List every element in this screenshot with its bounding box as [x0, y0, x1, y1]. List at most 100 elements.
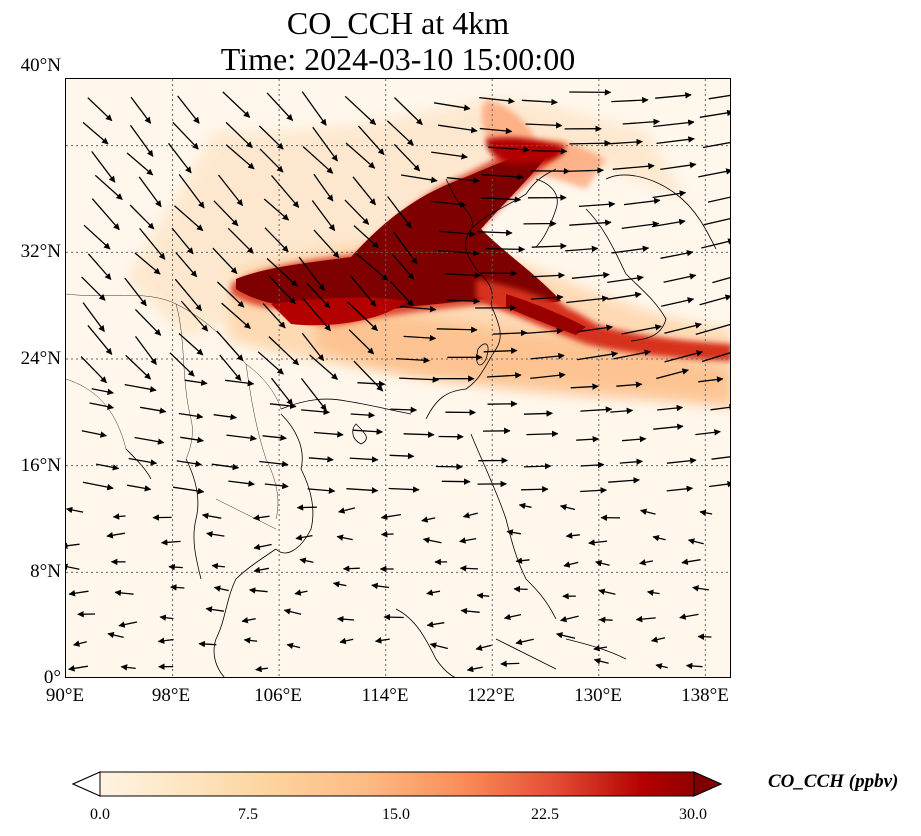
wind-arrow: [479, 96, 515, 105]
wind-arrow: [476, 592, 490, 599]
wind-arrow: [312, 126, 338, 162]
wind-arrow: [650, 636, 666, 643]
wind-arrow: [66, 542, 80, 549]
wind-arrow: [270, 377, 294, 406]
wind-arrow: [523, 410, 553, 417]
wind-arrow: [699, 109, 730, 118]
wind-arrow: [444, 272, 482, 279]
wind-arrow: [66, 563, 80, 570]
wind-arrow: [177, 95, 200, 124]
wind-arrow: [439, 230, 477, 238]
coast-south-china: [280, 398, 412, 415]
colorbar-extend-min: [72, 771, 101, 797]
wind-arrow: [268, 275, 296, 305]
coast-thailand: [213, 548, 277, 677]
wind-arrow: [266, 258, 298, 287]
wind-arrow: [530, 352, 565, 360]
wind-arrow: [81, 276, 106, 301]
wind-arrow: [663, 273, 697, 283]
wind-arrow: [530, 372, 566, 380]
wind-arrow: [205, 606, 224, 613]
wind-arrow: [621, 324, 662, 335]
wind-arrow: [301, 332, 325, 362]
wind-arrow: [129, 124, 154, 157]
wind-arrow: [698, 168, 730, 178]
wind-arrow: [656, 136, 695, 145]
wind-arrow: [580, 487, 608, 494]
lat-label-0: 0°: [43, 667, 61, 688]
lat-label-40n: 40°N: [20, 55, 61, 76]
wind-arrow: [294, 589, 308, 596]
wind-arrow: [616, 381, 643, 388]
wind-arrow: [492, 329, 528, 337]
wind-arrow: [118, 621, 138, 628]
colorbar-tick-22-5: 22.5: [531, 806, 559, 823]
wind-arrow: [311, 200, 336, 232]
wind-arrow: [262, 434, 287, 441]
coast-borneo: [395, 608, 456, 677]
wind-arrow: [134, 336, 157, 366]
field-east-plume-core: [506, 294, 586, 335]
wind-arrow: [699, 294, 730, 306]
wind-arrow: [503, 613, 522, 621]
wind-arrow: [506, 529, 522, 536]
wind-arrow: [679, 613, 699, 620]
wind-arrow: [253, 566, 270, 574]
wind-arrow: [681, 558, 701, 565]
wind-arrow: [608, 477, 640, 484]
wind-arrow: [241, 617, 256, 624]
wind-arrow: [386, 120, 414, 146]
wind-arrow: [253, 543, 272, 551]
wind-arrow: [652, 190, 687, 199]
wind-arrow: [160, 539, 181, 546]
wind-arrow: [652, 534, 666, 542]
wind-arrow: [225, 144, 255, 170]
border-cambodia: [215, 498, 277, 530]
wind-arrow: [563, 561, 579, 568]
border-myanmar: [175, 303, 193, 460]
wind-arrow: [219, 354, 242, 381]
lat-label-24n: 24°N: [20, 348, 61, 369]
wind-arrow: [211, 562, 225, 570]
wind-arrow: [695, 429, 721, 436]
wind-arrow: [479, 127, 513, 135]
wind-arrow: [621, 221, 660, 230]
wind-arrow: [392, 253, 415, 280]
map-canvas: [66, 79, 730, 677]
wind-arrow: [475, 644, 492, 651]
wind-arrow: [266, 92, 294, 121]
map-title-line2: Time: 2024-03-10 15:00:00: [220, 41, 576, 77]
wind-arrow: [139, 406, 167, 414]
wind-arrow: [171, 227, 194, 255]
wind-arrow: [128, 457, 158, 466]
coast-bohai: [470, 168, 557, 230]
wind-arrow: [613, 349, 652, 360]
wind-arrow: [68, 665, 89, 672]
wind-arrow: [526, 430, 559, 438]
wind-arrow: [664, 322, 702, 334]
wind-arrow: [383, 613, 404, 621]
wind-arrow: [263, 198, 290, 221]
wind-arrow: [380, 513, 402, 520]
wind-arrow: [661, 297, 695, 307]
wind-arrow: [344, 199, 370, 225]
wind-arrow: [302, 146, 334, 174]
wind-arrow: [703, 217, 730, 226]
wind-arrow: [580, 406, 613, 413]
wind-arrow: [228, 480, 255, 487]
wind-arrow: [515, 557, 530, 564]
wind-arrow: [107, 631, 124, 639]
wind-arrow: [286, 642, 301, 650]
wind-arrow: [258, 125, 284, 150]
wind-arrow: [622, 118, 660, 126]
wind-arrow: [243, 637, 258, 644]
wind-arrow: [577, 324, 613, 333]
wind-arrow: [259, 148, 284, 173]
wind-arrow: [657, 404, 684, 412]
wind-arrow: [271, 175, 300, 208]
wind-arrow: [433, 102, 471, 111]
wind-arrow: [486, 372, 522, 379]
wind-arrow: [336, 534, 353, 541]
wind-arrow: [559, 615, 579, 623]
coast-vietnam: [275, 413, 314, 554]
